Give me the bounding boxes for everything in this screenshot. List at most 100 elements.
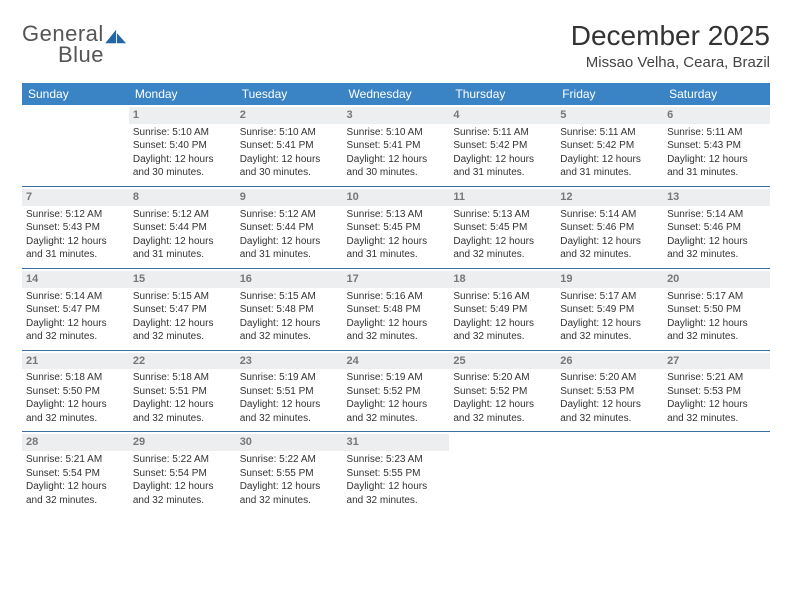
day-number: 11 — [449, 189, 556, 206]
day-number: 21 — [22, 353, 129, 370]
calendar-day-cell: 16Sunrise: 5:15 AMSunset: 5:48 PMDayligh… — [236, 268, 343, 350]
day-number: 16 — [236, 271, 343, 288]
day-details: Sunrise: 5:16 AMSunset: 5:48 PMDaylight:… — [347, 290, 446, 344]
day-dl: Daylight: 12 hours and 32 minutes. — [560, 398, 659, 425]
day-details: Sunrise: 5:20 AMSunset: 5:53 PMDaylight:… — [560, 371, 659, 425]
calendar-day-cell: 17Sunrise: 5:16 AMSunset: 5:48 PMDayligh… — [343, 268, 450, 350]
calendar-day-cell: 14Sunrise: 5:14 AMSunset: 5:47 PMDayligh… — [22, 268, 129, 350]
day-details: Sunrise: 5:23 AMSunset: 5:55 PMDaylight:… — [347, 453, 446, 507]
day-sr: Sunrise: 5:15 AM — [240, 290, 339, 304]
day-number: 31 — [343, 434, 450, 451]
day-ss: Sunset: 5:51 PM — [133, 385, 232, 399]
calendar-week-row: 28 Sunrise: 5:21 AMSunset: 5:54 PMDayligh… — [22, 432, 770, 513]
day-number: 8 — [129, 189, 236, 206]
day-dl: Daylight: 12 hours and 32 minutes. — [26, 480, 125, 507]
calendar-day-cell: 19Sunrise: 5:17 AMSunset: 5:49 PMDayligh… — [556, 268, 663, 350]
calendar-day-cell: 18 Sunrise: 5:16 AMSunset: 5:49 PMDayligh… — [449, 268, 556, 350]
day-dl: Daylight: 12 hours and 32 minutes. — [347, 317, 446, 344]
day-dl: Daylight: 12 hours and 32 minutes. — [240, 317, 339, 344]
location-label: Missao Velha, Ceara, Brazil — [571, 54, 770, 71]
calendar-day-cell: 5Sunrise: 5:11 AMSunset: 5:42 PMDaylight… — [556, 105, 663, 186]
day-details: Sunrise: 5:14 AMSunset: 5:47 PMDaylight:… — [26, 290, 125, 344]
day-ss: Sunset: 5:48 PM — [347, 303, 446, 317]
day-sr: Sunrise: 5:19 AM — [240, 371, 339, 385]
day-sr: Sunrise: 5:17 AM — [667, 290, 766, 304]
day-dl: Daylight: 12 hours and 31 minutes. — [347, 235, 446, 262]
calendar-day-cell: 27Sunrise: 5:21 AMSunset: 5:53 PMDayligh… — [663, 350, 770, 432]
day-ss: Sunset: 5:42 PM — [560, 139, 659, 153]
day-sr: Sunrise: 5:17 AM — [560, 290, 659, 304]
weekday-header: Sunday — [22, 83, 129, 105]
day-dl: Daylight: 12 hours and 31 minutes. — [667, 153, 766, 180]
day-dl: Daylight: 12 hours and 32 minutes. — [667, 235, 766, 262]
day-sr: Sunrise: 5:10 AM — [133, 126, 232, 140]
weekday-header: Wednesday — [343, 83, 450, 105]
weekday-header: Friday — [556, 83, 663, 105]
calendar-day-cell: 23Sunrise: 5:19 AMSunset: 5:51 PMDayligh… — [236, 350, 343, 432]
day-sr: Sunrise: 5:11 AM — [667, 126, 766, 140]
day-sr: Sunrise: 5:11 AM — [453, 126, 552, 140]
weekday-header: Tuesday — [236, 83, 343, 105]
calendar-day-cell: 2Sunrise: 5:10 AMSunset: 5:41 PMDaylight… — [236, 105, 343, 186]
day-number: 1 — [129, 107, 236, 124]
weekday-header: Monday — [129, 83, 236, 105]
day-details: Sunrise: 5:13 AMSunset: 5:45 PMDaylight:… — [453, 208, 552, 262]
logo-sail-icon — [105, 27, 129, 45]
day-sr: Sunrise: 5:18 AM — [133, 371, 232, 385]
logo-word-2: Blue — [22, 45, 129, 66]
day-ss: Sunset: 5:46 PM — [667, 221, 766, 235]
day-ss: Sunset: 5:47 PM — [133, 303, 232, 317]
calendar-day-cell: 3Sunrise: 5:10 AMSunset: 5:41 PMDaylight… — [343, 105, 450, 186]
day-ss: Sunset: 5:54 PM — [26, 467, 125, 481]
calendar-day-cell: 4Sunrise: 5:11 AMSunset: 5:42 PMDaylight… — [449, 105, 556, 186]
day-number: 24 — [343, 353, 450, 370]
day-sr: Sunrise: 5:18 AM — [26, 371, 125, 385]
day-dl: Daylight: 12 hours and 30 minutes. — [133, 153, 232, 180]
calendar-day-cell: 24Sunrise: 5:19 AMSunset: 5:52 PMDayligh… — [343, 350, 450, 432]
day-details: Sunrise: 5:17 AMSunset: 5:49 PMDaylight:… — [560, 290, 659, 344]
day-ss: Sunset: 5:51 PM — [240, 385, 339, 399]
calendar-week-row: 14Sunrise: 5:14 AMSunset: 5:47 PMDayligh… — [22, 268, 770, 350]
day-details: Sunrise: 5:11 AMSunset: 5:42 PMDaylight:… — [560, 126, 659, 180]
day-sr: Sunrise: 5:23 AM — [347, 453, 446, 467]
day-ss: Sunset: 5:49 PM — [453, 303, 552, 317]
weekday-header: Saturday — [663, 83, 770, 105]
day-sr: Sunrise: 5:13 AM — [453, 208, 552, 222]
page-header: GeneralBlue December 2025 Missao Velha, … — [22, 20, 770, 71]
day-number: 26 — [556, 353, 663, 370]
day-details: Sunrise: 5:22 AMSunset: 5:54 PMDaylight:… — [133, 453, 232, 507]
calendar-day-cell: 11 Sunrise: 5:13 AMSunset: 5:45 PMDayligh… — [449, 186, 556, 268]
day-details: Sunrise: 5:16 AMSunset: 5:49 PMDaylight:… — [453, 290, 552, 344]
day-details: Sunrise: 5:13 AMSunset: 5:45 PMDaylight:… — [347, 208, 446, 262]
day-details: Sunrise: 5:15 AMSunset: 5:47 PMDaylight:… — [133, 290, 232, 344]
day-ss: Sunset: 5:42 PM — [453, 139, 552, 153]
day-details: Sunrise: 5:19 AMSunset: 5:52 PMDaylight:… — [347, 371, 446, 425]
day-dl: Daylight: 12 hours and 32 minutes. — [133, 317, 232, 344]
day-number: 30 — [236, 434, 343, 451]
day-sr: Sunrise: 5:21 AM — [667, 371, 766, 385]
day-number: 22 — [129, 353, 236, 370]
day-dl: Daylight: 12 hours and 32 minutes. — [453, 317, 552, 344]
day-details: Sunrise: 5:20 AMSunset: 5:52 PMDaylight:… — [453, 371, 552, 425]
day-number: 4 — [449, 107, 556, 124]
calendar-day-cell: 15Sunrise: 5:15 AMSunset: 5:47 PMDayligh… — [129, 268, 236, 350]
day-number: 28 — [22, 434, 129, 451]
day-number: 18 — [449, 271, 556, 288]
day-ss: Sunset: 5:50 PM — [667, 303, 766, 317]
day-dl: Daylight: 12 hours and 32 minutes. — [240, 480, 339, 507]
day-sr: Sunrise: 5:14 AM — [26, 290, 125, 304]
day-dl: Daylight: 12 hours and 32 minutes. — [560, 235, 659, 262]
day-sr: Sunrise: 5:16 AM — [347, 290, 446, 304]
calendar-day-cell — [22, 105, 129, 186]
day-details: Sunrise: 5:21 AMSunset: 5:54 PMDaylight:… — [26, 453, 125, 507]
day-dl: Daylight: 12 hours and 32 minutes. — [133, 398, 232, 425]
logo: GeneralBlue — [22, 20, 129, 66]
calendar-day-cell: 10 Sunrise: 5:13 AMSunset: 5:45 PMDayligh… — [343, 186, 450, 268]
day-sr: Sunrise: 5:13 AM — [347, 208, 446, 222]
calendar-day-cell: 29Sunrise: 5:22 AMSunset: 5:54 PMDayligh… — [129, 432, 236, 513]
day-dl: Daylight: 12 hours and 31 minutes. — [560, 153, 659, 180]
day-sr: Sunrise: 5:15 AM — [133, 290, 232, 304]
day-ss: Sunset: 5:45 PM — [347, 221, 446, 235]
day-number: 10 — [343, 189, 450, 206]
day-details: Sunrise: 5:14 AMSunset: 5:46 PMDaylight:… — [560, 208, 659, 262]
